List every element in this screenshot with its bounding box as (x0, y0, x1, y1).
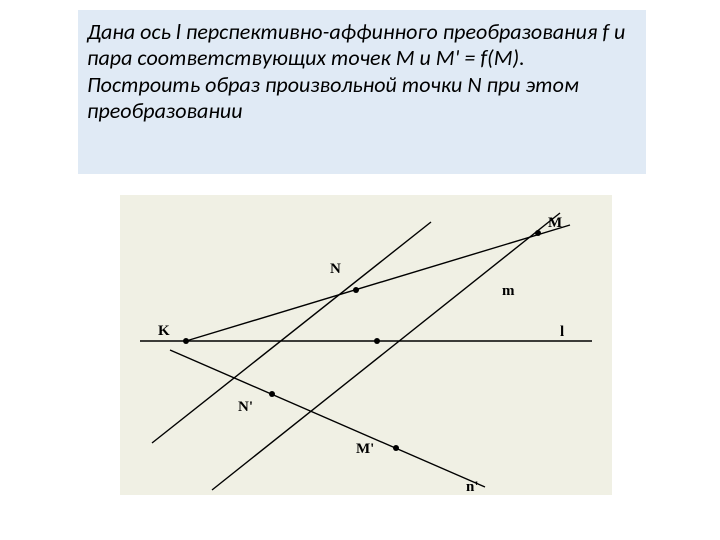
label-n: N (330, 261, 341, 277)
point-m-prime (393, 445, 399, 451)
label-m-prime: M' (356, 441, 374, 457)
diagram-container: K N Mm l N' M' n' (120, 195, 612, 495)
problem-statement-text: Дана ось l перспективно-аффинного преобр… (87, 19, 637, 125)
label-axis-l: l (560, 324, 564, 340)
label-line-n-prime: n' (466, 479, 479, 495)
label-n-prime: N' (238, 399, 253, 415)
slide: Дана ось l перспективно-аффинного преобр… (0, 0, 720, 540)
label-m: M (548, 215, 562, 231)
label-line-m: m (502, 283, 515, 299)
point-axis-intersection (374, 338, 380, 344)
point-m (535, 230, 541, 236)
label-k: K (158, 323, 170, 339)
point-n (353, 287, 359, 293)
point-k (183, 338, 189, 344)
geometry-diagram: K N Mm l N' M' n' (120, 195, 612, 495)
point-n-prime (269, 391, 275, 397)
problem-statement-box: Дана ось l перспективно-аффинного преобр… (78, 10, 646, 174)
